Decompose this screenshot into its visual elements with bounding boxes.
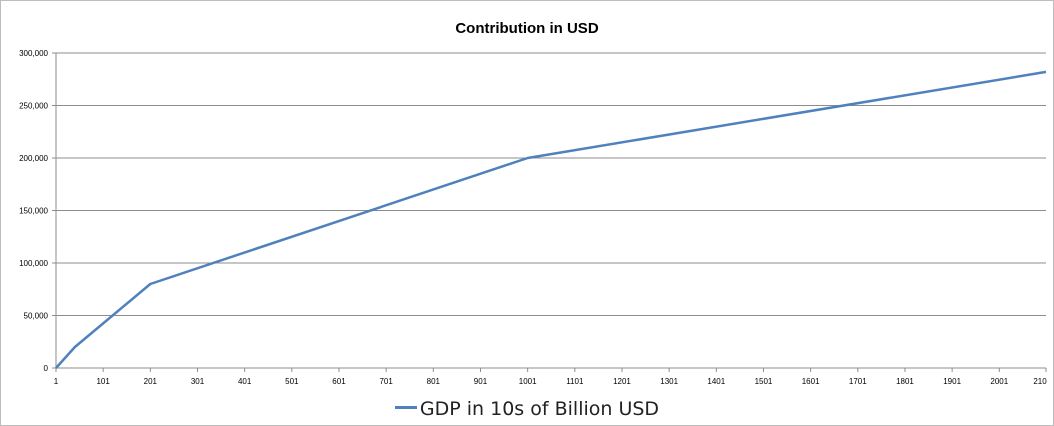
y-tick-label: 200,000 <box>19 154 48 163</box>
x-tick-label: 501 <box>285 377 299 386</box>
x-tick-label: 301 <box>191 377 205 386</box>
y-tick-label: 50,000 <box>24 312 49 321</box>
x-tick-label: 1001 <box>519 377 537 386</box>
gridlines <box>56 52 1046 316</box>
y-tick-label: 100,000 <box>19 259 48 268</box>
series <box>55 70 1047 369</box>
x-tick-label: 1801 <box>896 377 914 386</box>
legend-swatch <box>394 406 417 409</box>
y-tick-label: 250,000 <box>19 102 48 111</box>
x-axis-ticks: 1 101 201 301 401 501 601 701 801 901 1001 1101 1201… <box>54 368 1047 386</box>
chart-title: Contribution in USD <box>455 20 599 37</box>
x-tick-label: 201 <box>144 377 158 386</box>
x-tick-label: 1701 <box>849 377 867 386</box>
x-tick-label: 2001 <box>990 377 1008 386</box>
y-tick-label: 0 <box>44 364 49 373</box>
x-tick-label: 1201 <box>613 377 631 386</box>
x-tick-label: 1 <box>54 377 59 386</box>
x-tick-label: 101 <box>96 377 110 386</box>
legend: GDP in 10s of Billion USD <box>0 398 1054 420</box>
x-tick-label: 701 <box>379 377 393 386</box>
x-tick-label: 1501 <box>755 377 773 386</box>
x-tick-label: 1601 <box>802 377 820 386</box>
x-tick-label: 601 <box>332 377 346 386</box>
legend-label: GDP in 10s of Billion USD <box>419 398 660 420</box>
y-axis-ticks: 0 50,000 100,000 150,000 200,000 250,000 300,0… <box>19 49 56 373</box>
x-tick-label: 1101 <box>566 377 584 386</box>
x-tick-label: 901 <box>474 377 488 386</box>
x-tick-label: 801 <box>427 377 441 386</box>
x-tick-label: 1901 <box>943 377 961 386</box>
y-tick-label: 300,000 <box>19 49 48 58</box>
x-tick-label: 1401 <box>707 377 725 386</box>
x-tick-label: 401 <box>238 377 252 386</box>
series-line <box>55 70 1047 369</box>
x-tick-label: 210 <box>1033 377 1047 386</box>
x-tick-label: 1301 <box>660 377 678 386</box>
y-tick-label: 150,000 <box>19 207 48 216</box>
